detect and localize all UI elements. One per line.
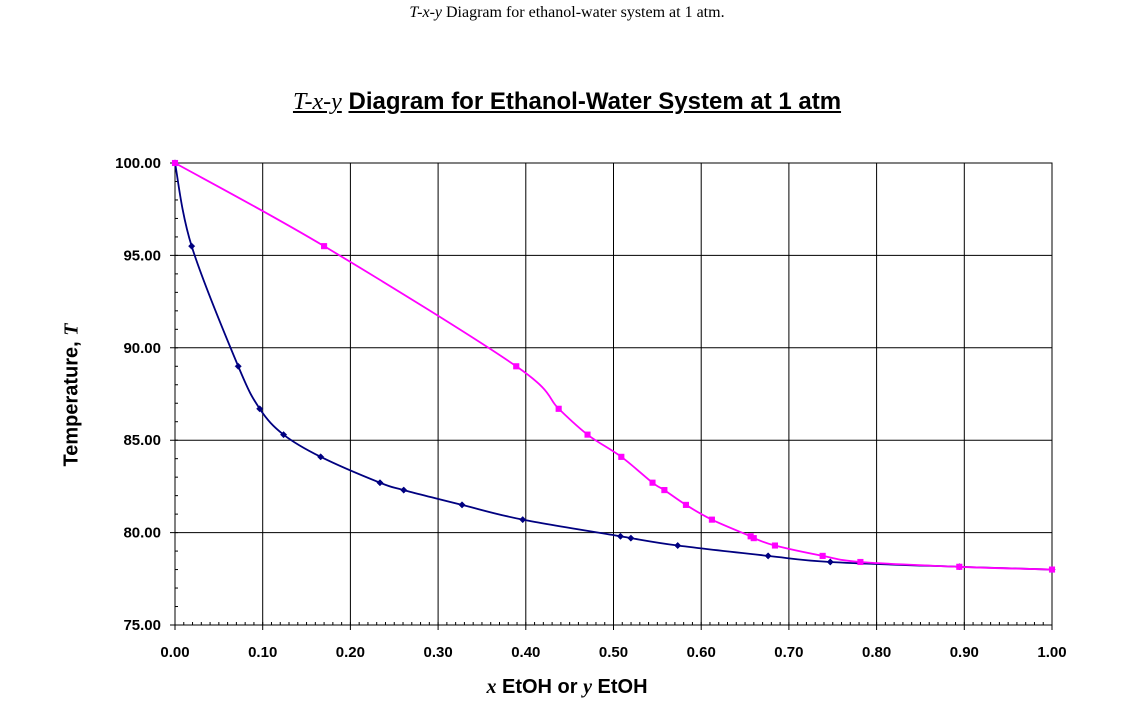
- x-axis-label-text-1: EtOH or: [496, 676, 584, 698]
- liquid-data-point: [317, 453, 325, 461]
- liquid-data-point: [458, 501, 466, 509]
- x-axis-label-var-y: y: [583, 676, 592, 698]
- vapor-data-point: [682, 501, 689, 508]
- vapor-curve: [174, 162, 1053, 571]
- vapor-data-point: [513, 363, 520, 370]
- x-tick-label: 0.70: [774, 644, 803, 661]
- vapor-data-point: [584, 431, 591, 438]
- vapor-data-point: [321, 243, 328, 250]
- page-caption-text: Diagram for ethanol-water system at 1 at…: [442, 4, 725, 21]
- liquid-data-point: [616, 532, 624, 540]
- y-tick-label: 95.00: [123, 247, 161, 264]
- x-axis-label: x EtOH or y EtOH: [0, 676, 1134, 699]
- liquid-data-point: [519, 516, 527, 524]
- vapor-data-point: [649, 479, 656, 486]
- chart-title-text: Diagram for Ethanol-Water System at 1 at…: [348, 88, 842, 115]
- liquid-data-point: [764, 552, 772, 560]
- vapor-data-point: [771, 542, 779, 549]
- chart-title: T-x-y Diagram for Ethanol-Water System a…: [0, 88, 1134, 116]
- y-tick-label: 85.00: [123, 432, 161, 449]
- liquid-data-point: [234, 362, 242, 370]
- y-tick-label: 90.00: [123, 340, 161, 357]
- vapor-data-point: [857, 558, 864, 566]
- liquid-curve: [174, 162, 1053, 571]
- vapor-data-point: [661, 487, 668, 494]
- y-tick-label: 80.00: [123, 525, 161, 542]
- liquid-data-point: [256, 405, 264, 413]
- x-tick-label: 0.40: [511, 644, 540, 661]
- y-tick-label: 75.00: [123, 617, 161, 634]
- liquid-data-point: [400, 486, 408, 494]
- page-caption-variable: T-x-y: [409, 4, 442, 21]
- page-caption: T-x-y Diagram for ethanol-water system a…: [0, 4, 1134, 22]
- vapor-data-point: [819, 552, 826, 559]
- x-tick-label: 0.10: [248, 644, 277, 661]
- vapor-data-point: [708, 516, 715, 523]
- x-tick-label: 1.00: [1037, 644, 1066, 661]
- x-tick-label: 0.20: [336, 644, 365, 661]
- x-tick-label: 0.90: [950, 644, 979, 661]
- liquid-data-point: [188, 242, 196, 250]
- vapor-data-point: [618, 453, 625, 460]
- liquid-data-point: [627, 534, 635, 542]
- chart-title-italic: T-x-y: [292, 89, 342, 115]
- y-tick-label: 100.00: [115, 155, 161, 172]
- liquid-data-point: [376, 479, 384, 487]
- x-tick-label: 0.60: [687, 644, 716, 661]
- x-axis-label-var-x: x: [486, 676, 497, 698]
- vapor-data-point: [171, 159, 179, 167]
- vapor-data-point: [1048, 566, 1056, 573]
- x-axis-label-text-2: EtOH: [592, 676, 648, 698]
- vapor-data-point: [750, 535, 757, 542]
- x-tick-label: 0.80: [862, 644, 891, 661]
- liquid-data-point: [280, 431, 288, 439]
- vapor-data-point: [956, 563, 963, 570]
- x-tick-label: 0.30: [423, 644, 452, 661]
- liquid-data-point: [674, 541, 682, 550]
- plot-frame: [174, 162, 1053, 626]
- x-tick-label: 0.50: [599, 644, 628, 661]
- x-tick-label: 0.00: [160, 644, 189, 661]
- vapor-data-point: [555, 405, 562, 412]
- liquid-data-point: [826, 558, 834, 566]
